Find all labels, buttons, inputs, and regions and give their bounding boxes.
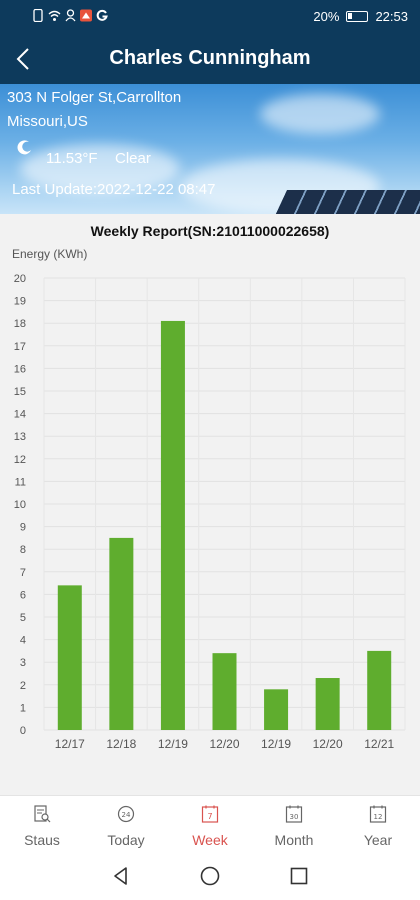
svg-text:30: 30 [290, 813, 299, 821]
y-tick-label: 2 [20, 680, 26, 692]
bottom-tab-bar: Staus 24 Today 7 Week 30 Month 12 [0, 795, 420, 853]
x-tick-label: 12/19 [261, 737, 291, 751]
x-tick-label: 12/20 [209, 737, 239, 751]
calendar-30-icon: 30 [285, 805, 303, 823]
svg-text:24: 24 [122, 811, 131, 819]
tab-label: Today [107, 832, 145, 848]
tab-month[interactable]: 30 Month [252, 796, 336, 854]
y-tick-label: 11 [15, 476, 26, 488]
y-tick-label: 7 [20, 567, 26, 579]
x-tick-label: 12/20 [313, 737, 343, 751]
tab-label: Week [192, 832, 228, 848]
bar [57, 585, 82, 730]
tab-label: Month [274, 832, 314, 848]
notification-icons [33, 9, 108, 22]
y-tick-label: 20 [14, 273, 26, 285]
y-tick-label: 9 [20, 522, 26, 534]
solar-panel-image [273, 190, 420, 214]
y-tick-label: 12 [14, 454, 26, 466]
cloud-decoration [20, 144, 180, 194]
system-nav-bar [0, 853, 420, 900]
bar [109, 537, 134, 730]
x-tick-label: 12/17 [55, 737, 85, 751]
y-tick-label: 18 [14, 318, 26, 330]
calendar-7-icon: 7 [201, 805, 219, 823]
weekly-chart-area: 0 1 2 3 4 5 6 7 8 9 10 11 12 13 14 15 16 17 18 19 20 12/17 12/… [0, 214, 420, 795]
person-icon [65, 9, 76, 22]
battery-icon [346, 11, 369, 22]
y-tick-label: 5 [20, 612, 26, 624]
g-icon [96, 9, 108, 21]
address-line-2: Missouri,US [7, 113, 88, 130]
app-header: Charles Cunningham [0, 34, 420, 84]
tab-year[interactable]: 12 Year [336, 796, 420, 854]
wifi-icon [48, 10, 61, 21]
nav-recents-icon[interactable] [288, 865, 310, 887]
calendar-12-icon: 12 [369, 805, 387, 823]
site-info-banner: 303 N Folger St,Carrollton Missouri,US 1… [0, 84, 420, 214]
y-tick-label: 17 [14, 341, 26, 353]
svg-text:7: 7 [207, 812, 212, 821]
y-tick-label: 4 [20, 635, 26, 647]
y-tick-label: 3 [20, 657, 26, 669]
x-tick-label: 12/19 [158, 737, 188, 751]
page-title: Charles Cunningham [109, 47, 311, 69]
bar [212, 653, 237, 730]
y-tick-label: 0 [20, 725, 26, 737]
y-tick-label: 6 [20, 589, 26, 601]
y-axis-label: Energy (KWh) [12, 247, 88, 261]
tab-label: Year [363, 832, 393, 848]
y-tick-label: 19 [14, 296, 26, 308]
status-bar: 20% 22:53 [0, 0, 420, 34]
document-search-icon [34, 805, 51, 823]
tab-week[interactable]: 7 Week [168, 796, 252, 854]
nav-back-icon[interactable] [110, 865, 132, 887]
y-tick-label: 1 [20, 702, 26, 714]
battery-percent: 20% [313, 9, 340, 24]
x-tick-label: 12/18 [106, 737, 136, 751]
y-tick-label: 16 [14, 363, 26, 375]
clock-24-icon: 24 [117, 805, 135, 823]
y-tick-label: 8 [20, 544, 26, 556]
bar [315, 678, 340, 730]
bar [367, 650, 392, 730]
y-tick-label: 15 [14, 386, 26, 398]
address-line-1: 303 N Folger St,Carrollton [7, 89, 182, 106]
clock: 22:53 [375, 9, 408, 24]
last-update: Last Update:2022-12-22 08:47 [12, 181, 216, 198]
temperature: 11.53°F [46, 150, 98, 167]
bar [264, 689, 289, 730]
back-arrow-icon[interactable] [10, 44, 40, 74]
nav-home-icon[interactable] [199, 865, 221, 887]
chart-title: Weekly Report(SN:21011000022658) [90, 223, 330, 239]
tab-status[interactable]: Staus [0, 796, 84, 854]
bar [160, 320, 185, 730]
y-tick-label: 13 [14, 431, 26, 443]
app-notification-icon [80, 9, 92, 22]
tab-today[interactable]: 24 Today [84, 796, 168, 854]
tab-label: Staus [24, 832, 60, 848]
cloud-decoration [260, 94, 380, 134]
weather-condition: Clear [115, 150, 151, 167]
x-tick-label: 12/21 [364, 737, 394, 751]
svg-text:12: 12 [374, 813, 383, 821]
y-tick-label: 10 [14, 499, 26, 511]
status-right: 20% 22:53 [313, 9, 408, 24]
phone-icon [33, 9, 43, 22]
y-tick-label: 14 [14, 409, 26, 421]
clear-night-weather-icon [17, 140, 31, 155]
